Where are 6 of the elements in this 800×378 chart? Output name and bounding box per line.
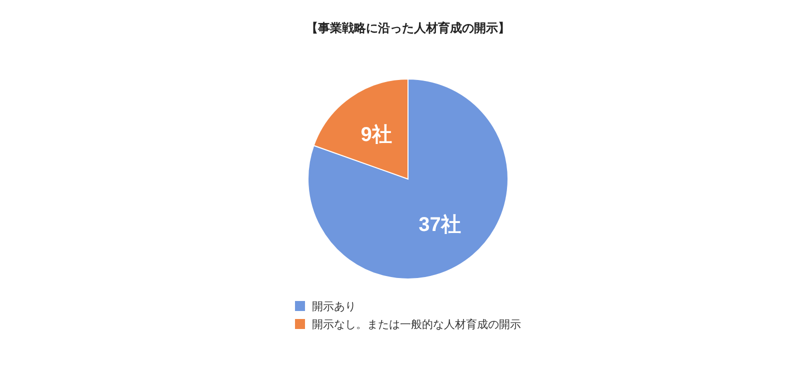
legend-label: 開示なし。または一般的な人材育成の開示	[312, 318, 521, 331]
data-label: 37社	[418, 212, 461, 236]
data-label: 9社	[360, 123, 392, 146]
legend-label: 開示あり	[312, 300, 356, 313]
pie-slice	[308, 78, 508, 280]
chart-title: 【事業戦略に沿った人材育成の開示】	[306, 21, 510, 35]
